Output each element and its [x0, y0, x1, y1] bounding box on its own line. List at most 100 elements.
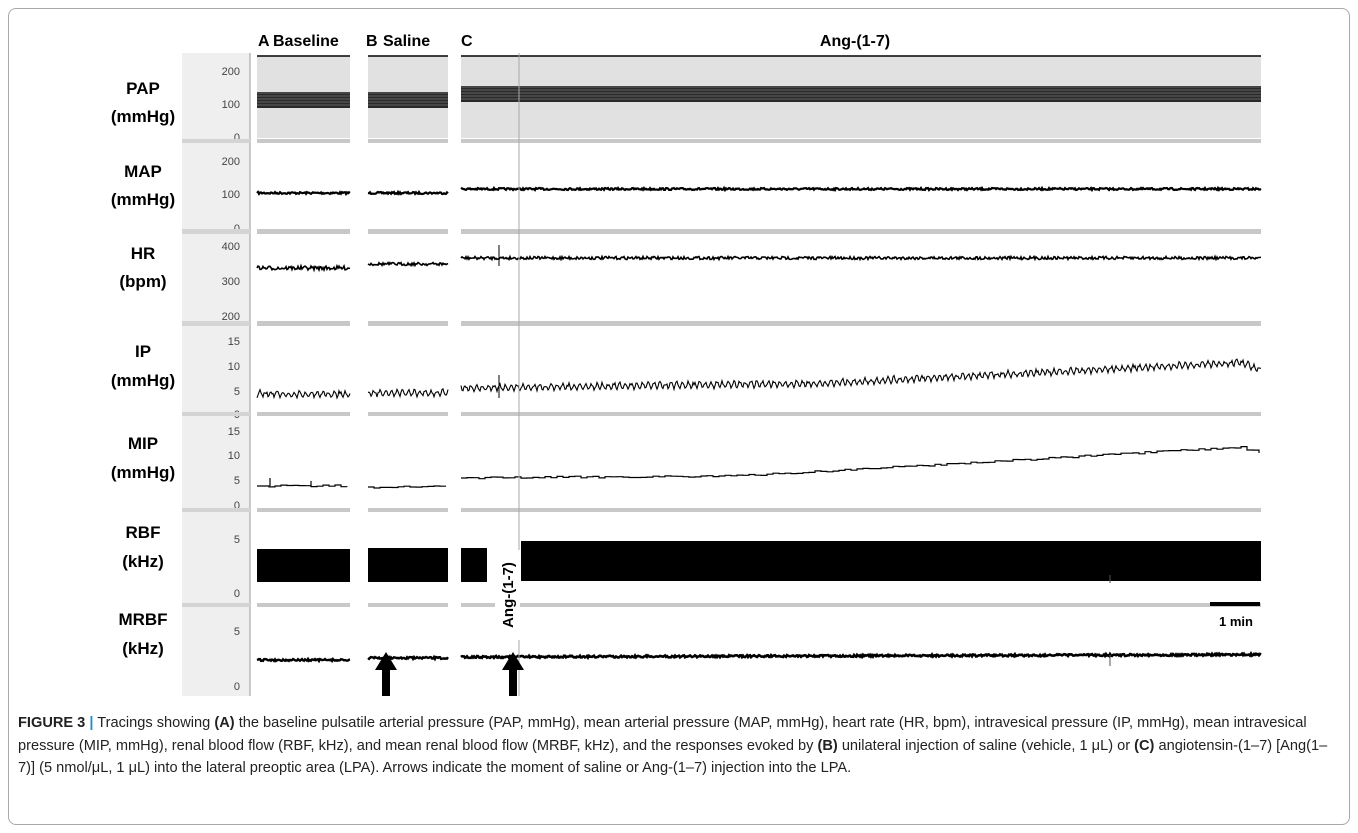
- row-unit-mrbf: (kHz): [122, 639, 164, 658]
- separator-4-a: [257, 508, 350, 512]
- tick-ip-10: 10: [228, 361, 240, 373]
- rbf-block-c2: [521, 541, 1261, 581]
- ip-trace-c: [460, 358, 1262, 394]
- separator-left-0: [182, 139, 250, 143]
- ang-arrow: [502, 652, 524, 696]
- label-column-bg: [182, 53, 250, 696]
- caption-text-2: the baseline pulsatile arterial pressure…: [18, 715, 1307, 754]
- figure-label: FIGURE 3: [18, 715, 86, 731]
- rbf-block-b: [368, 548, 448, 582]
- panel-c-letter: C: [461, 33, 473, 50]
- trace-content: [182, 55, 1262, 666]
- tick-hr-400: 400: [222, 241, 240, 253]
- pap-band-c: [461, 86, 1261, 102]
- tick-mip-10: 10: [228, 450, 240, 462]
- mip-trace-c: [461, 446, 1260, 480]
- saline-arrow: [375, 652, 397, 696]
- caption-ref-b: (B): [817, 737, 838, 754]
- hr-trace-b: [367, 260, 449, 268]
- row-unit-mip: (mmHg): [111, 463, 175, 482]
- separator-2-a: [257, 321, 350, 326]
- ang-header: Ang-(1-7): [820, 33, 890, 50]
- separator-0-c: [461, 139, 1261, 143]
- row-unit-ip: (mmHg): [111, 371, 175, 390]
- caption-ref-c: (C): [1134, 737, 1155, 754]
- mip-trace-b: [368, 485, 446, 489]
- figure-caption: FIGURE 3 | Tracings showing (A) the base…: [18, 712, 1328, 780]
- separator-5-c: [461, 603, 1261, 607]
- separator-0-b: [368, 139, 448, 143]
- tick-pap-200: 200: [222, 66, 240, 78]
- map-trace-b: [367, 189, 449, 196]
- row-name-pap: PAP: [126, 79, 160, 98]
- panel-a-label: Baseline: [273, 33, 339, 50]
- separator-4-b: [368, 508, 448, 512]
- rbf-block-c1: [461, 548, 487, 582]
- separator-left-1: [182, 229, 250, 234]
- separator-left-3: [182, 412, 250, 416]
- injection-label: Ang-(1-7): [500, 562, 517, 628]
- pap-band-b: [368, 92, 448, 108]
- row-name-mrbf: MRBF: [118, 610, 167, 629]
- row-name-ip: IP: [135, 342, 151, 361]
- caption-separator: |: [89, 715, 94, 731]
- ip-trace-a: [256, 388, 351, 400]
- tick-hr-300: 300: [222, 276, 240, 288]
- separator-2-b: [368, 321, 448, 326]
- mrbf-trace-a: [256, 656, 351, 664]
- row-unit-map: (mmHg): [111, 190, 175, 209]
- separator-4-c: [461, 508, 1261, 512]
- separator-left-2: [182, 321, 250, 326]
- tick-ip-15: 15: [228, 336, 240, 348]
- separator-1-c: [461, 229, 1261, 234]
- separator-2-c: [461, 321, 1261, 326]
- mrbf-trace-c: [460, 650, 1262, 661]
- separator-left-5: [182, 603, 250, 607]
- pap-band-stripes-a: [257, 92, 350, 106]
- separator-3-c: [461, 412, 1261, 416]
- tick-mrbf-0: 0: [234, 681, 240, 693]
- row-name-hr: HR: [131, 244, 156, 263]
- caption-text-1: Tracings showing: [97, 715, 211, 731]
- separator-1-b: [368, 229, 448, 234]
- pap-band-a: [257, 92, 350, 108]
- separator-1-a: [257, 229, 350, 234]
- map-trace-a: [256, 190, 351, 197]
- separator-5-a: [257, 603, 350, 607]
- tick-pap-0: 0: [234, 132, 240, 144]
- scale-bar: [1210, 602, 1260, 606]
- separator-left-4: [182, 508, 250, 512]
- tick-rbf-0: 0: [234, 588, 240, 600]
- mip-trace-a: [257, 484, 348, 488]
- caption-text-4: angiotensin-(1–7) [Ang(1–7)] (5 nmol/μL,…: [18, 737, 1328, 777]
- tracings-figure: A Baseline B Saline C Ang-(1-7) PAP (mmH…: [111, 33, 1262, 696]
- separator-3-b: [368, 412, 448, 416]
- tick-hr-200: 200: [222, 311, 240, 323]
- row-unit-pap: (mmHg): [111, 107, 175, 126]
- injection-label-bg: [495, 550, 520, 640]
- tick-mip-15: 15: [228, 426, 240, 438]
- row-name-mip: MIP: [128, 434, 158, 453]
- tick-mip-0: 0: [234, 500, 240, 512]
- mrbf-trace-b: [367, 654, 449, 662]
- tick-mip-5: 5: [234, 475, 240, 487]
- row-unit-hr: (bpm): [119, 272, 166, 291]
- separator-3-a: [257, 412, 350, 416]
- row-name-map: MAP: [124, 162, 162, 181]
- caption-ref-a: (A): [214, 715, 235, 731]
- row-unit-rbf: (kHz): [122, 552, 164, 571]
- row-name-rbf: RBF: [126, 523, 161, 542]
- tick-rbf-5: 5: [234, 534, 240, 546]
- ip-trace-b: [367, 387, 449, 399]
- caption-text-3: unilateral injection of saline (vehicle,…: [841, 737, 1131, 754]
- tick-map-100: 100: [222, 189, 240, 201]
- panel-b-letter: B: [366, 33, 378, 50]
- hr-trace-a: [256, 263, 351, 273]
- pap-band-stripes-c: [461, 86, 1261, 100]
- hr-trace-c: [460, 254, 1261, 262]
- panel-a-letter: A: [258, 33, 270, 50]
- rbf-block-a: [257, 549, 350, 582]
- separator-0-a: [257, 139, 350, 143]
- tick-pap-100: 100: [222, 99, 240, 111]
- row-labels: PAP (mmHg) MAP (mmHg) HR (bpm) IP (mmHg)…: [111, 79, 175, 658]
